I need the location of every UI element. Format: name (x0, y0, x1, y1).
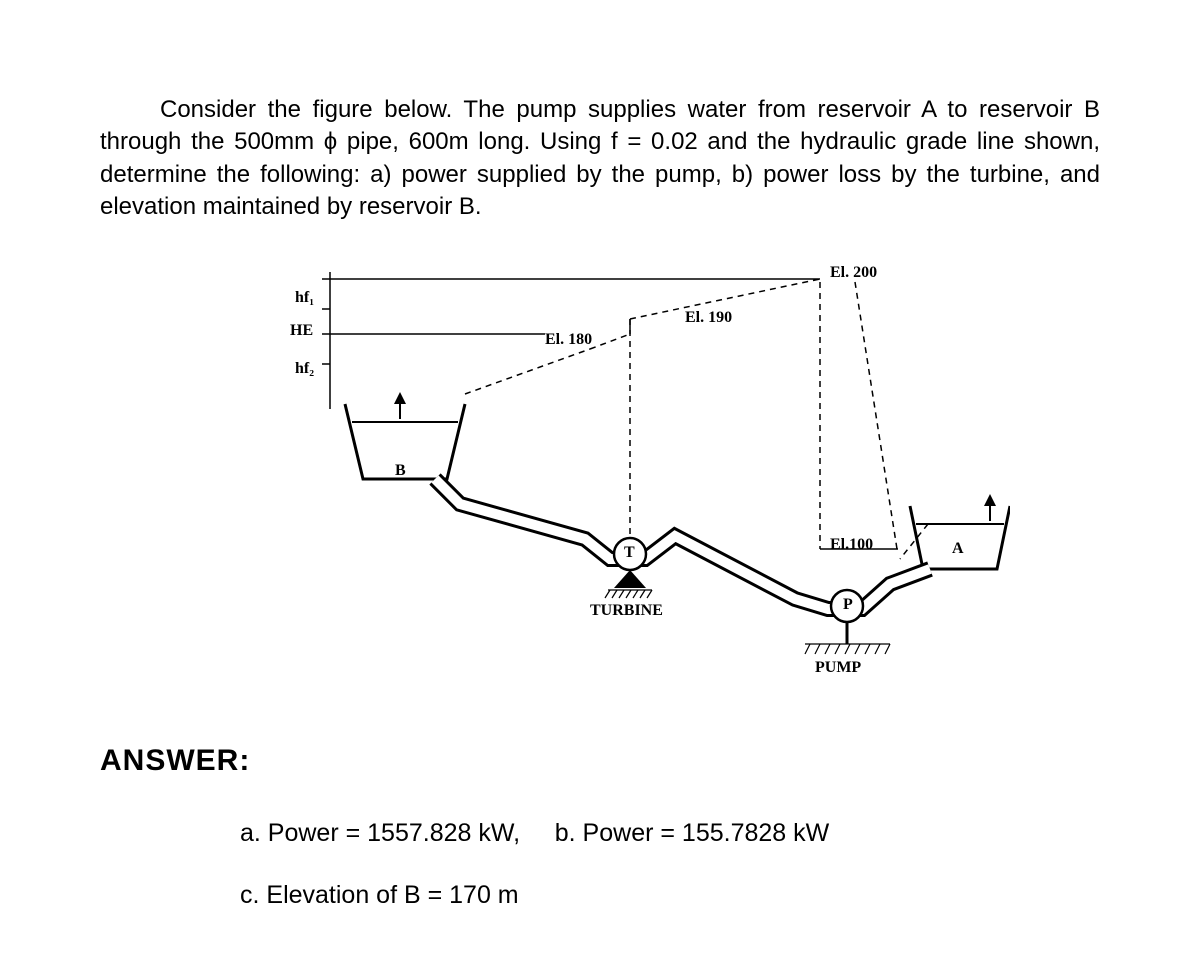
label-t: T (624, 544, 635, 562)
problem-statement: Consider the figure below. The pump supp… (100, 94, 1100, 224)
label-a: A (952, 540, 964, 558)
figure: hf₁ HE hf₂ El. 200 El. 190 El. 180 El.10… (190, 264, 1010, 714)
answer-c: c. Elevation of B = 170 m (240, 870, 1100, 920)
label-hf1: hf₁ (295, 289, 314, 307)
label-turbine: TURBINE (590, 602, 663, 620)
label-he: HE (290, 322, 313, 340)
label-el200: El. 200 (830, 264, 877, 282)
page: Consider the figure below. The pump supp… (0, 0, 1200, 960)
answer-a: a. Power = 1557.828 kW, (240, 819, 520, 847)
answer-b: b. Power = 155.7828 kW (555, 819, 829, 847)
label-el190: El. 190 (685, 309, 732, 327)
label-el100: El.100 (830, 536, 873, 554)
label-pump: PUMP (815, 659, 861, 677)
label-p: P (843, 596, 853, 614)
answers-block: a. Power = 1557.828 kW, b. Power = 155.7… (240, 808, 1100, 920)
label-hf2: hf₂ (295, 360, 314, 378)
answer-line-ab: a. Power = 1557.828 kW, b. Power = 155.7… (240, 808, 1100, 858)
label-el180: El. 180 (545, 331, 592, 349)
label-b: B (395, 462, 406, 480)
answer-heading: ANSWER: (100, 744, 1100, 778)
